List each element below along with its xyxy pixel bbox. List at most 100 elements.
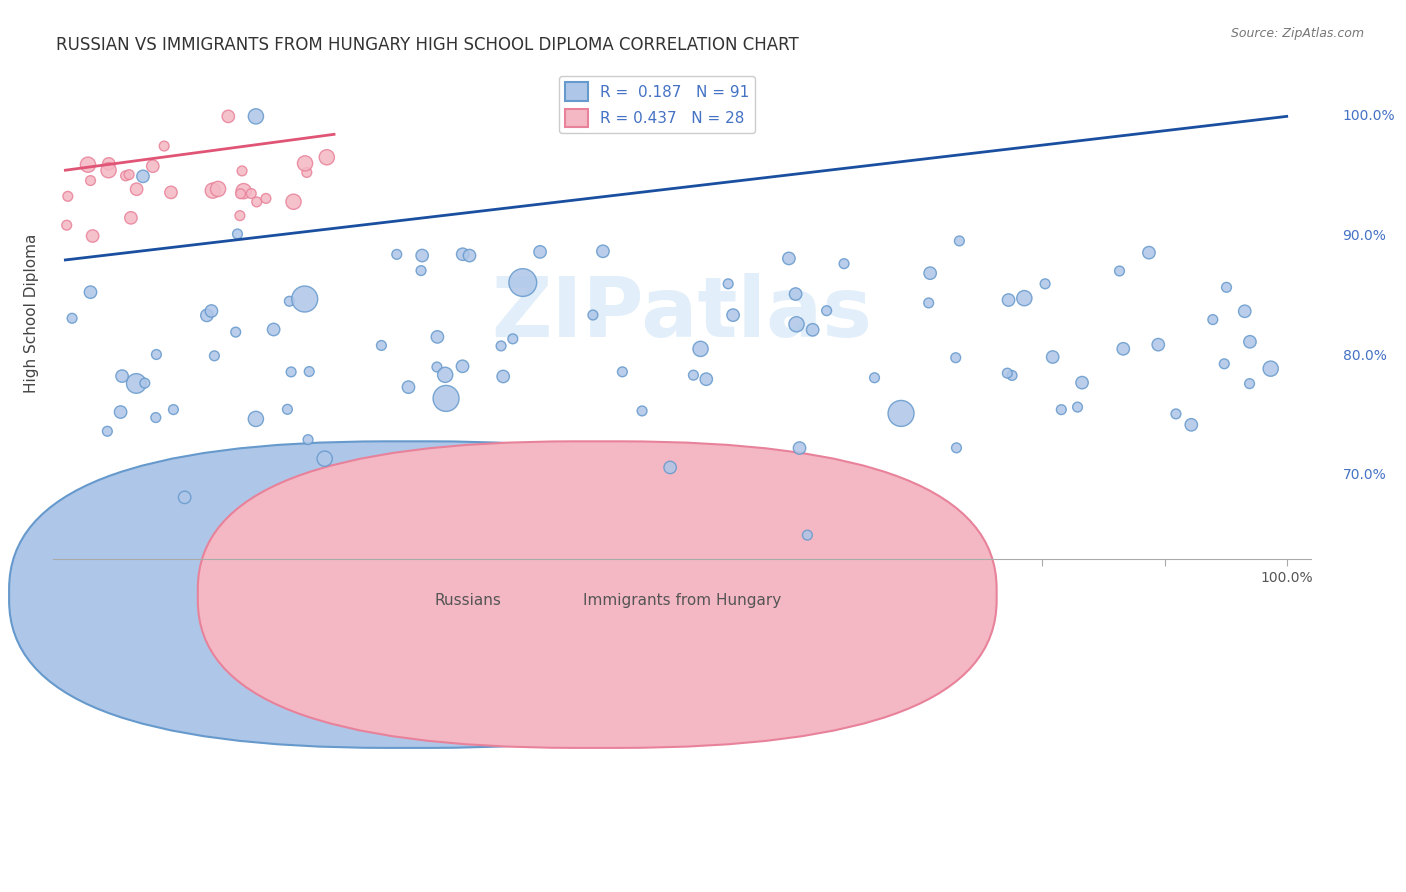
Point	[1033, 277, 1056, 291]
Point	[283, 194, 305, 209]
Point	[832, 257, 855, 271]
Point	[409, 263, 432, 277]
Point	[1260, 361, 1282, 376]
Point	[278, 294, 301, 309]
Point	[201, 184, 224, 198]
Point	[55, 218, 77, 232]
Point	[229, 186, 252, 201]
Text: Source: ZipAtlas.com: Source: ZipAtlas.com	[1230, 27, 1364, 40]
Point	[229, 209, 252, 223]
Point	[945, 441, 967, 455]
Point	[890, 406, 912, 420]
Point	[202, 349, 225, 363]
Point	[1215, 280, 1237, 294]
Legend: R =  0.187   N = 91, R = 0.437   N = 28: R = 0.187 N = 91, R = 0.437 N = 28	[558, 76, 755, 133]
Text: ZIPatlas: ZIPatlas	[492, 273, 873, 354]
Point	[582, 308, 605, 322]
Point	[142, 159, 165, 173]
Point	[529, 244, 551, 259]
Point	[458, 249, 481, 263]
Point	[1014, 291, 1036, 305]
Point	[280, 365, 302, 379]
Point	[815, 303, 838, 318]
Point	[79, 285, 101, 300]
Point	[1066, 400, 1088, 414]
Point	[721, 308, 744, 322]
Point	[153, 139, 176, 153]
Point	[97, 163, 120, 178]
Point	[217, 109, 239, 123]
Point	[56, 189, 79, 203]
Point	[245, 109, 267, 123]
Point	[370, 338, 392, 352]
Point	[1147, 337, 1170, 351]
Point	[118, 168, 141, 182]
Point	[160, 186, 183, 200]
Point	[863, 370, 886, 384]
Point	[1071, 376, 1094, 390]
Point	[232, 184, 254, 198]
Point	[246, 194, 269, 209]
Point	[592, 244, 614, 259]
Point	[612, 365, 634, 379]
Point	[1001, 368, 1024, 383]
Point	[1112, 342, 1135, 356]
Point	[1137, 245, 1160, 260]
Point	[492, 369, 515, 384]
Point	[1050, 402, 1073, 417]
Point	[134, 376, 156, 391]
Point	[231, 164, 253, 178]
Point	[110, 405, 132, 419]
Point	[434, 368, 457, 382]
Point	[796, 528, 818, 542]
Point	[245, 412, 267, 426]
Point	[254, 191, 277, 205]
Point	[173, 491, 195, 505]
Point	[125, 376, 148, 391]
Text: Immigrants from Hungary: Immigrants from Hungary	[583, 593, 782, 608]
Point	[411, 248, 433, 262]
Point	[689, 342, 711, 356]
Point	[96, 424, 118, 438]
Point	[225, 325, 247, 339]
Point	[120, 211, 142, 225]
Point	[111, 369, 134, 384]
Point	[801, 323, 824, 337]
Point	[789, 441, 811, 455]
Text: RUSSIAN VS IMMIGRANTS FROM HUNGARY HIGH SCHOOL DIPLOMA CORRELATION CHART: RUSSIAN VS IMMIGRANTS FROM HUNGARY HIGH …	[56, 36, 799, 54]
Point	[294, 156, 316, 170]
Point	[114, 169, 136, 183]
Y-axis label: High School Diploma: High School Diploma	[24, 234, 39, 393]
Point	[276, 402, 298, 417]
Point	[1180, 417, 1202, 432]
Point	[778, 252, 800, 266]
Point	[294, 292, 316, 306]
Point	[297, 433, 319, 447]
FancyBboxPatch shape	[198, 442, 997, 747]
Point	[97, 157, 120, 171]
Point	[295, 165, 318, 179]
Point	[786, 318, 808, 332]
Point	[315, 150, 337, 164]
Point	[60, 311, 83, 326]
Text: 80.0%: 80.0%	[1343, 349, 1386, 363]
Point	[398, 380, 420, 394]
Point	[434, 392, 457, 406]
Point	[314, 451, 336, 466]
Point	[695, 372, 717, 386]
Point	[207, 182, 229, 196]
Point	[426, 330, 449, 344]
Point	[512, 276, 534, 290]
Point	[1202, 312, 1225, 326]
Point	[298, 365, 321, 379]
Point	[948, 234, 970, 248]
Point	[502, 332, 524, 346]
Point	[200, 304, 222, 318]
Point	[1233, 304, 1256, 318]
Point	[145, 347, 167, 361]
Point	[682, 368, 704, 383]
Point	[489, 339, 512, 353]
Point	[1239, 376, 1261, 391]
Point	[1108, 264, 1130, 278]
Point	[1213, 357, 1236, 371]
